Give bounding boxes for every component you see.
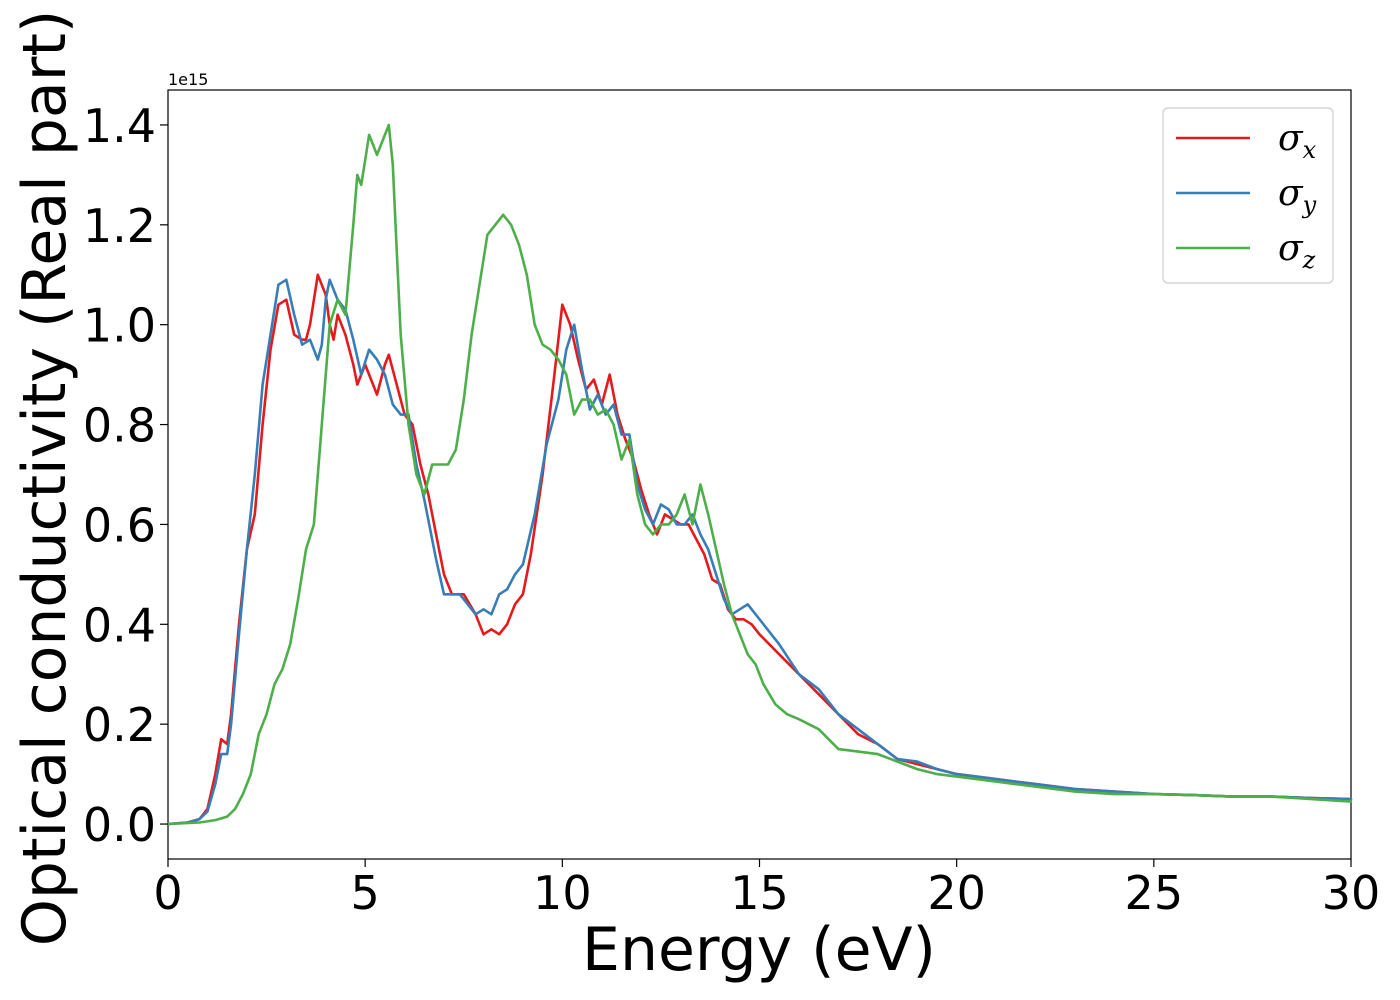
- y-tick-label: 0.6: [83, 498, 156, 552]
- x-tick-label: 5: [351, 866, 380, 920]
- legend-label-y: σy: [1278, 173, 1317, 219]
- y-tick-label: 0.2: [83, 698, 156, 752]
- y-tick-label: 1.4: [83, 99, 156, 153]
- series-line-z: [166, 123, 1353, 826]
- y-tick-label: 1.0: [83, 299, 156, 353]
- x-axis-ticks: 0 5 10 15 20 25 30: [153, 859, 1380, 920]
- y-offset-text: 1e15: [168, 70, 208, 89]
- x-tick-label: 0: [153, 866, 182, 920]
- legend-box: [1162, 107, 1334, 284]
- x-tick-label: 20: [927, 866, 986, 920]
- y-axis-ticks: 0.0 0.2 0.4 0.6 0.8 1.0 1.2 1.4: [83, 99, 168, 852]
- y-tick-label: 0.4: [83, 598, 156, 652]
- x-tick-label: 25: [1125, 866, 1184, 920]
- legend-label-x: σx: [1278, 118, 1317, 164]
- legend-label-z: σz: [1278, 228, 1316, 274]
- x-tick-label: 15: [730, 866, 789, 920]
- legend: σx σy σz: [1162, 107, 1334, 284]
- y-tick-label: 1.2: [83, 199, 156, 253]
- series-line-y: [166, 278, 1353, 826]
- series-layer: [166, 123, 1353, 826]
- y-tick-label: 0.0: [83, 798, 156, 852]
- x-tick-label: 30: [1322, 866, 1381, 920]
- series-line-x: [166, 273, 1353, 826]
- y-axis-label: Optical conductivity (Real part): [10, 10, 80, 947]
- x-axis-label: Energy (eV): [582, 915, 936, 985]
- y-tick-label: 0.8: [83, 399, 156, 453]
- x-tick-label: 10: [533, 866, 592, 920]
